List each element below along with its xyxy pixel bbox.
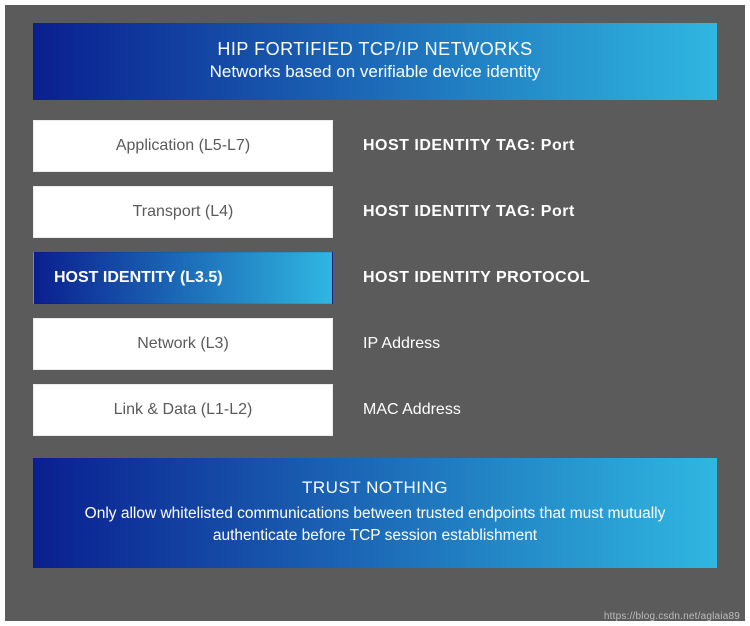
layer-row: Network (L3) IP Address — [33, 318, 717, 370]
layer-row: HOST IDENTITY (L3.5) HOST IDENTITY PROTOC… — [33, 252, 717, 304]
footer-title: TRUST NOTHING — [53, 476, 697, 501]
layer-stack: Application (L5-L7) HOST IDENTITY TAG: Po… — [33, 120, 717, 436]
header-subtitle: Networks based on verifiable device iden… — [43, 61, 707, 84]
outer-frame: HIP FORTIFIED TCP/IP NETWORKS Networks b… — [0, 0, 750, 626]
layer-desc: HOST IDENTITY TAG: Port — [363, 137, 717, 155]
footer-body: Only allow whitelisted communications be… — [53, 503, 697, 548]
layer-box: HOST IDENTITY (L3.5) — [33, 252, 333, 304]
layer-desc: IP Address — [363, 335, 717, 353]
layer-desc: HOST IDENTITY PROTOCOL — [363, 269, 717, 287]
layer-row: Link & Data (L1-L2) MAC Address — [33, 384, 717, 436]
layer-desc: MAC Address — [363, 401, 717, 419]
header-title: HIP FORTIFIED TCP/IP NETWORKS — [43, 37, 707, 61]
layer-box: Link & Data (L1-L2) — [33, 384, 333, 436]
layer-row: Application (L5-L7) HOST IDENTITY TAG: Po… — [33, 120, 717, 172]
layer-box: Network (L3) — [33, 318, 333, 370]
layer-desc: HOST IDENTITY TAG: Port — [363, 203, 717, 221]
watermark-text: https://blog.csdn.net/aglaia89 — [604, 611, 740, 622]
footer-banner: TRUST NOTHING Only allow whitelisted com… — [33, 458, 717, 568]
diagram-panel: HIP FORTIFIED TCP/IP NETWORKS Networks b… — [5, 5, 745, 621]
layer-box: Application (L5-L7) — [33, 120, 333, 172]
layer-row: Transport (L4) HOST IDENTITY TAG: Port — [33, 186, 717, 238]
header-banner: HIP FORTIFIED TCP/IP NETWORKS Networks b… — [33, 23, 717, 100]
layer-box: Transport (L4) — [33, 186, 333, 238]
